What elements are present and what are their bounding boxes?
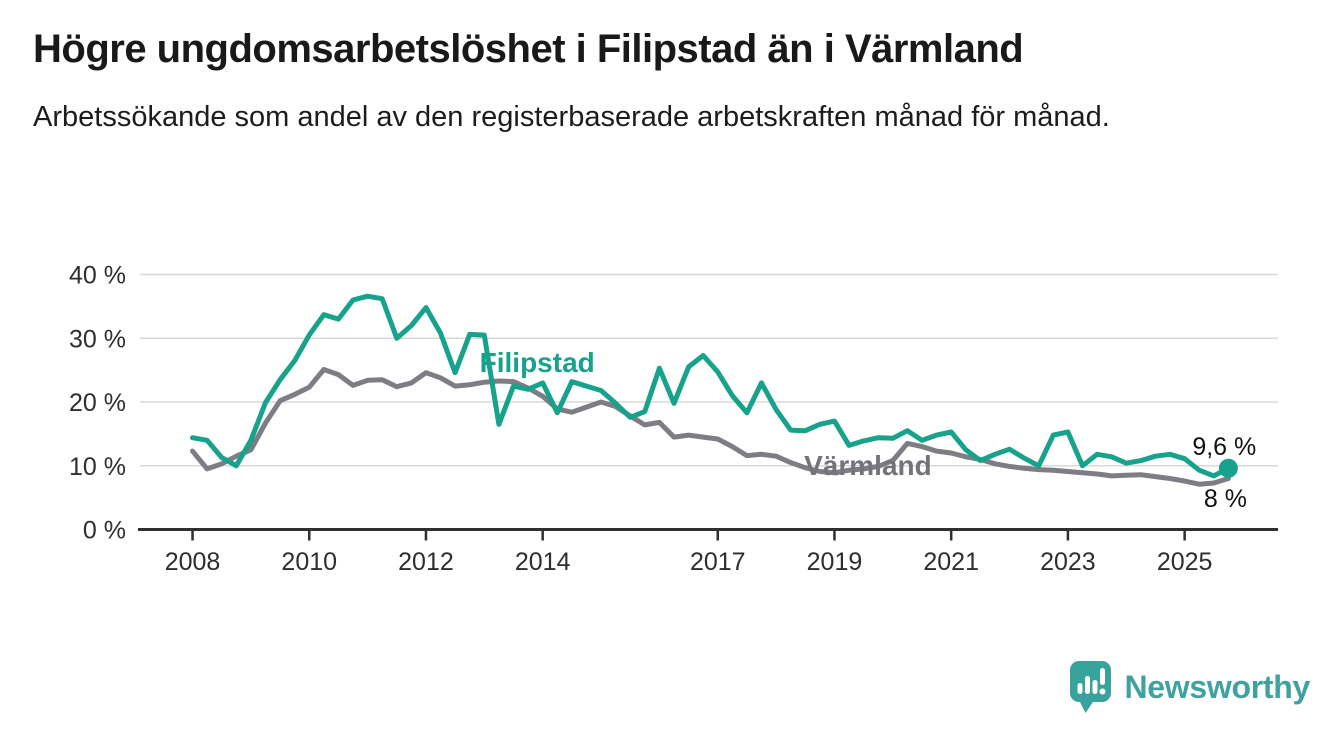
y-axis-tick-label: 0 % xyxy=(83,517,126,545)
series-label-filipstad: Filipstad xyxy=(480,347,595,378)
y-axis-tick-label: 40 % xyxy=(69,262,126,290)
newsworthy-logo: Newsworthy xyxy=(1068,660,1311,714)
value-label-filipstad: 9,6 % xyxy=(1192,433,1256,461)
x-axis-tick-label: 2023 xyxy=(1040,548,1096,576)
y-axis-tick-label: 20 % xyxy=(69,389,126,417)
chart-subtitle: Arbetssökande som andel av den registerb… xyxy=(33,101,1110,133)
series-vrmland-line xyxy=(190,367,1231,487)
x-axis-tick-label: 2025 xyxy=(1157,548,1213,576)
value-label-vrmland: 8 % xyxy=(1204,485,1247,513)
brand-name: Newsworthy xyxy=(1124,668,1311,705)
x-axis-tick-label: 2017 xyxy=(690,548,746,576)
newsworthy-speech-bubble-chart-icon xyxy=(1069,661,1111,713)
chart-header: Högre ungdomsarbetslöshet i Filipstad än… xyxy=(33,26,1313,136)
y-axis-tick-label: 10 % xyxy=(69,453,126,481)
x-axis-tick-label: 2014 xyxy=(515,548,571,576)
x-axis-tick-label: 2012 xyxy=(398,548,454,576)
series-filipstad-line xyxy=(190,293,1231,479)
x-axis-tick-label: 2008 xyxy=(165,548,221,576)
x-axis-tick-label: 2010 xyxy=(281,548,337,576)
series-label-vrmland: Värmland xyxy=(804,450,932,481)
y-axis-tick-label: 30 % xyxy=(69,325,126,353)
x-axis-tick-label: 2021 xyxy=(923,548,979,576)
series-endpoint-dot xyxy=(1218,458,1238,478)
x-axis-tick-label: 2019 xyxy=(807,548,863,576)
page-title: Högre ungdomsarbetslöshet i Filipstad än… xyxy=(33,27,1024,71)
